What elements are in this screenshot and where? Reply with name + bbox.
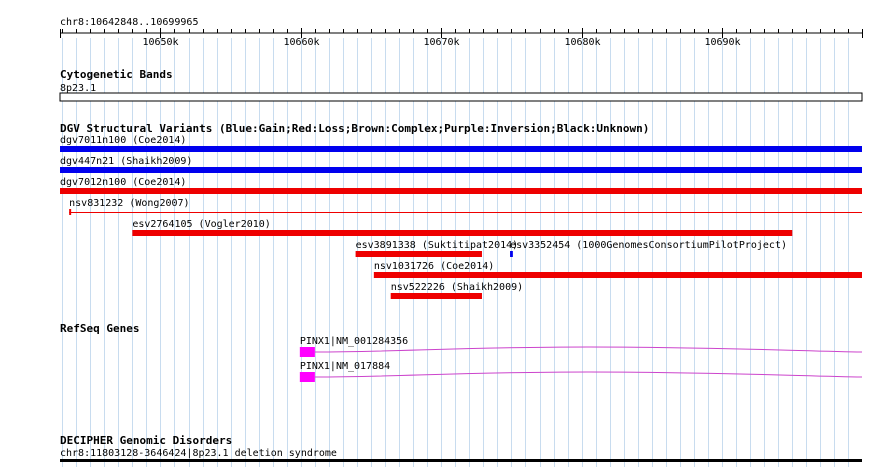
- dgv-feature-label: esv3891338 (Suktitipat2014): [356, 240, 519, 251]
- coordinate-ruler[interactable]: chr8:10642848..10699965 10650k 10660k 1067…: [60, 17, 863, 48]
- track-decipher: DECIPHER Genomic Disorders chr8:11803128…: [60, 434, 862, 462]
- ruler-tick-label: 10650k: [142, 37, 178, 48]
- gene-intron-line[interactable]: [314, 371, 863, 378]
- track-title-decipher: DECIPHER Genomic Disorders: [60, 434, 232, 447]
- gene-label: PINX1|NM_017884: [300, 361, 390, 372]
- dgv-features: dgv7011n100 (Coe2014) dgv447n21 (Shaikh20…: [60, 135, 862, 299]
- track-dgv-structural-variants: DGV Structural Variants (Blue:Gain;Red:L…: [60, 122, 862, 299]
- dgv-feature-label: esv2764105 (Vogler2010): [132, 219, 270, 230]
- dgv-feature-label: nsv1031726 (Coe2014): [374, 261, 494, 272]
- dgv-feature-bar[interactable]: [60, 146, 862, 152]
- dgv-feature-bar[interactable]: [373, 272, 862, 278]
- decipher-feature-bar[interactable]: [60, 459, 862, 462]
- refseq-features: PINX1|NM_001284356 PINX1|NM_017884: [299, 336, 863, 382]
- ruler-ticks: 10650k 10660k 10670k 10680k 10690k: [60, 28, 863, 48]
- gene-intron-line[interactable]: [314, 346, 863, 353]
- track-title-refseq: RefSeq Genes: [60, 322, 139, 335]
- dgv-feature-bar[interactable]: [132, 230, 793, 236]
- ruler-tick-label: 10690k: [704, 37, 740, 48]
- dgv-feature-label: nsv522226 (Shaikh2009): [391, 282, 523, 293]
- dgv-feature-label: dgv7012n100 (Coe2014): [60, 177, 186, 188]
- gene-exon[interactable]: [299, 372, 315, 382]
- cytoband-bar[interactable]: [59, 92, 863, 102]
- dgv-feature-bar[interactable]: [390, 293, 482, 299]
- dgv-feature-bar[interactable]: [510, 251, 513, 257]
- track-title-cytoband: Cytogenetic Bands: [60, 68, 173, 81]
- dgv-feature-bar[interactable]: [60, 188, 862, 194]
- gene-label: PINX1|NM_001284356: [300, 336, 408, 347]
- cytoband-label: 8p23.1: [60, 83, 96, 94]
- dgv-feature-label: esv3352454 (1000GenomesConsortiumPilotPr…: [510, 240, 787, 251]
- decipher-feature-label: chr8:11803128-3646424|8p23.1 deletion sy…: [60, 448, 337, 459]
- ruler-tick-label: 10660k: [283, 37, 319, 48]
- dgv-feature-label: dgv447n21 (Shaikh2009): [60, 156, 192, 167]
- ruler-tick-label: 10680k: [564, 37, 600, 48]
- track-refseq-genes: RefSeq Genes PINX1|NM_001284356PINX1|NM_…: [60, 322, 863, 382]
- dgv-feature-label: nsv831232 (Wong2007): [69, 198, 189, 209]
- ruler-tick-label: 10670k: [423, 37, 459, 48]
- dgv-feature-bar[interactable]: [355, 251, 482, 257]
- track-cytogenetic-bands: Cytogenetic Bands 8p23.1: [59, 68, 863, 102]
- ruler-range-label: chr8:10642848..10699965: [60, 17, 198, 28]
- track-title-dgv: DGV Structural Variants (Blue:Gain;Red:L…: [60, 122, 649, 135]
- dgv-feature-label: dgv7011n100 (Coe2014): [60, 135, 186, 146]
- gene-exon[interactable]: [299, 347, 315, 357]
- dgv-feature-bar[interactable]: [60, 167, 862, 173]
